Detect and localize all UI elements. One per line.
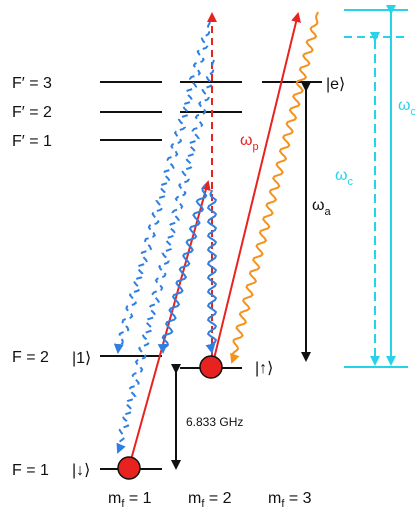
mf-label-3: mf = 3 — [268, 490, 312, 510]
photon-paths — [113, 11, 319, 454]
state-up: |↑⟩ — [255, 360, 273, 377]
label-fp2: F′ = 2 — [12, 104, 52, 121]
atom-lower — [117, 456, 141, 480]
omega-p-label: ωp — [240, 132, 259, 153]
label-f1: F = 1 — [12, 462, 49, 479]
probe-line-right — [211, 12, 301, 368]
omega-a-label: ωa — [312, 197, 332, 218]
state-1: |1⟩ — [72, 350, 91, 367]
state-down: |↓⟩ — [72, 462, 90, 479]
coupling-photon-2 — [205, 189, 218, 354]
coupling-photon-dashed-2 — [116, 59, 215, 454]
coupling-photon-dashed-1 — [113, 21, 211, 354]
state-e: |e⟩ — [326, 76, 345, 93]
label-fp1: F′ = 1 — [12, 133, 52, 150]
mf-label-2: mf = 2 — [188, 490, 232, 510]
coupling-photon-1 — [157, 184, 208, 354]
scattered-photon — [230, 11, 319, 364]
omega-c-label: ωc — [335, 167, 354, 188]
atom-upper — [199, 355, 223, 379]
label-fp3: F′ = 3 — [12, 75, 52, 92]
label-f2: F = 2 — [12, 349, 49, 366]
omega-cprime-label: ωc′ — [398, 97, 415, 118]
splitting-label: 6.833 GHz — [186, 415, 243, 429]
mf-label-1: mf = 1 — [108, 490, 152, 510]
probe-line-left — [128, 180, 211, 468]
